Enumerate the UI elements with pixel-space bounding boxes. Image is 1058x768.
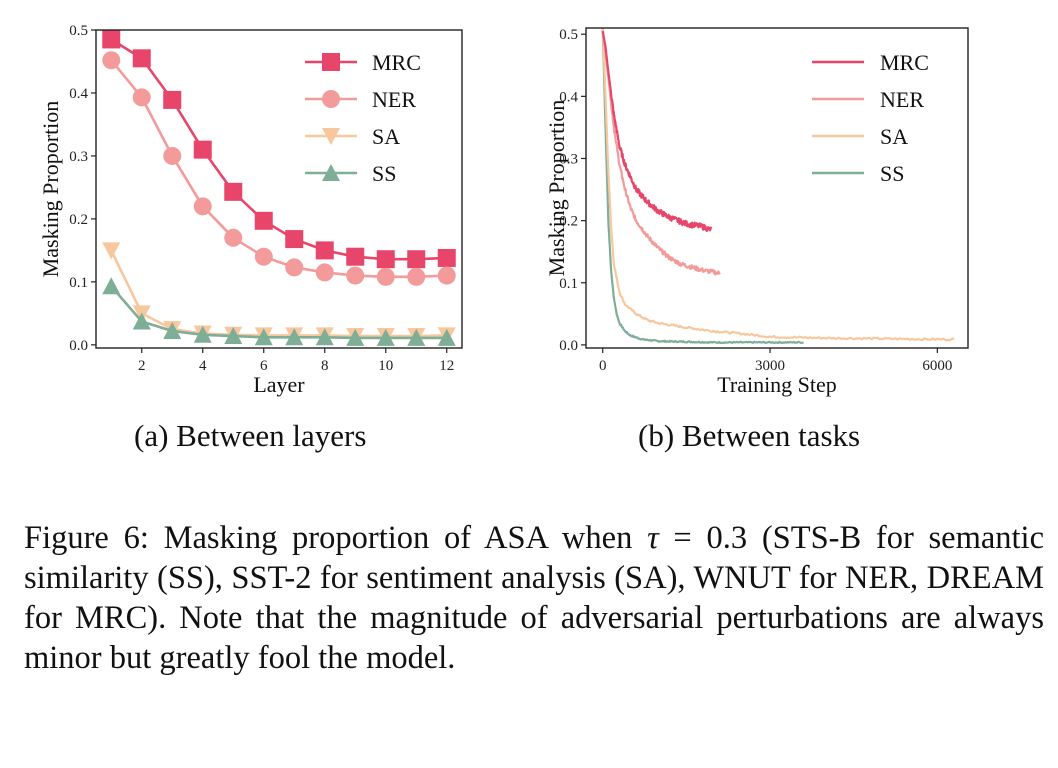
chart-b-y-axis-label: Masking Proportion xyxy=(544,100,569,277)
chart-a-legend-label-sa: SA xyxy=(372,124,400,149)
chart-b-y-tick-label: 0.4 xyxy=(559,89,578,105)
chart-a-point-mrc xyxy=(437,248,456,267)
chart-b-x-tick-label: 0 xyxy=(599,358,607,374)
chart-b-legend-label-ss: SS xyxy=(880,161,904,186)
caption-part-1: Figure 6: Masking proportion of ASA when xyxy=(24,520,648,556)
chart-a-y-tick-label: 0.1 xyxy=(69,275,88,291)
chart-b: 0 3000 6000 0.0 0.1 0.2 0.3 0.4 0.5 Training Ste… xyxy=(544,27,969,397)
chart-a-point-ss xyxy=(376,328,395,346)
chart-b-series-line-ss xyxy=(601,27,804,345)
chart-a-point-ss xyxy=(285,328,304,346)
chart-a-point-mrc xyxy=(407,250,426,269)
chart-a: 2 4 6 8 10 12 0.0 0.1 0.2 0.3 0.4 0.5 Layer Masking… xyxy=(38,23,463,397)
chart-a-x-tick-label: 6 xyxy=(260,358,268,374)
chart-b-series-line-ner xyxy=(601,30,721,276)
chart-a-point-ner xyxy=(224,228,243,247)
chart-a-y-tick-label: 0.2 xyxy=(69,212,88,228)
chart-a-x-tick-label: 12 xyxy=(439,358,454,374)
chart-a-point-ner xyxy=(163,146,182,165)
chart-a-point-ss xyxy=(132,312,151,330)
chart-a-x-tick-label: 2 xyxy=(138,358,146,374)
chart-a-x-tick-label: 10 xyxy=(378,358,393,374)
figure-caption: Figure 6: Masking proportion of ASA when… xyxy=(24,518,1044,678)
chart-a-point-ner xyxy=(315,263,334,282)
chart-a-point-ss xyxy=(163,321,182,339)
chart-a-point-mrc xyxy=(132,49,151,68)
chart-a-point-mrc xyxy=(254,211,273,230)
chart-a-series-line-ss xyxy=(110,285,447,340)
chart-a-point-mrc xyxy=(193,140,212,159)
chart-a-point-ss xyxy=(193,325,212,343)
chart-a-point-ss xyxy=(315,328,334,346)
chart-a-point-ss xyxy=(224,327,243,345)
chart-a-point-ner xyxy=(346,266,365,285)
chart-a-legend-label-ss: SS xyxy=(372,161,396,186)
chart-a-point-mrc xyxy=(376,250,395,269)
chart-a-point-mrc xyxy=(285,230,304,249)
chart-a-point-mrc xyxy=(315,241,334,260)
chart-b-x-axis-label: Training Step xyxy=(717,372,837,397)
chart-a-legend-marker-sa xyxy=(322,128,340,145)
chart-a-point-ner xyxy=(193,197,212,216)
chart-a-point-ner xyxy=(407,267,426,286)
chart-a-point-ner xyxy=(376,267,395,286)
chart-a-point-ner xyxy=(102,51,121,70)
chart-a-point-ner xyxy=(285,258,304,277)
chart-a-legend-marker-ss xyxy=(322,164,340,181)
chart-a-point-ss xyxy=(437,328,456,346)
chart-a-subtitle: (a) Between layers xyxy=(134,418,367,453)
chart-a-point-ss xyxy=(346,328,365,346)
caption-part-2: = 0.3 (STS-B for semantic similarity (SS… xyxy=(24,520,1045,676)
chart-a-point-ss xyxy=(407,328,426,346)
chart-a-point-ss xyxy=(254,328,273,346)
caption-tau-symbol: τ xyxy=(647,520,659,556)
chart-a-point-mrc xyxy=(102,30,121,49)
chart-a-x-tick-label: 8 xyxy=(321,358,329,374)
chart-a-point-mrc xyxy=(346,247,365,266)
chart-a-point-ner xyxy=(254,247,273,266)
chart-b-legend-label-sa: SA xyxy=(880,124,908,149)
chart-b-x-tick-label: 3000 xyxy=(755,358,785,374)
chart-a-y-tick-label: 0.0 xyxy=(69,338,88,354)
chart-a-legend-marker-ner xyxy=(322,90,340,108)
chart-a-point-mrc xyxy=(163,90,182,109)
chart-a-x-tick-label: 4 xyxy=(199,358,207,374)
chart-b-y-tick-label: 0.3 xyxy=(559,151,578,167)
chart-b-subtitle: (b) Between tasks xyxy=(638,418,861,453)
chart-b-x-tick-label: 6000 xyxy=(922,358,952,374)
chart-a-legend-label-mrc: MRC xyxy=(372,50,421,75)
chart-b-series-line-sa xyxy=(601,27,955,342)
chart-a-x-axis-label: Layer xyxy=(253,372,305,397)
chart-a-legend-label-ner: NER xyxy=(372,87,416,112)
chart-a-point-mrc xyxy=(224,182,243,201)
chart-a-y-tick-label: 0.3 xyxy=(69,149,88,165)
chart-b-series-line-mrc xyxy=(601,30,713,232)
chart-b-y-tick-label: 0.0 xyxy=(559,338,578,354)
chart-b-legend-label-mrc: MRC xyxy=(880,50,929,75)
chart-a-y-tick-label: 0.5 xyxy=(69,23,88,39)
chart-a-y-axis-label: Masking Proportion xyxy=(38,101,63,278)
chart-a-point-ner xyxy=(132,88,151,107)
chart-a-point-ss xyxy=(102,277,121,295)
chart-b-plot-frame xyxy=(585,27,969,349)
chart-a-legend-marker-mrc xyxy=(322,53,340,71)
chart-a-point-sa xyxy=(102,242,121,260)
chart-b-y-tick-label: 0.5 xyxy=(559,27,578,43)
chart-a-plot-frame xyxy=(95,29,463,349)
chart-a-y-tick-label: 0.4 xyxy=(69,86,88,102)
chart-b-y-tick-label: 0.2 xyxy=(559,214,578,230)
chart-b-legend-label-ner: NER xyxy=(880,87,924,112)
chart-a-point-ner xyxy=(437,266,456,285)
chart-b-y-tick-label: 0.1 xyxy=(559,276,578,292)
